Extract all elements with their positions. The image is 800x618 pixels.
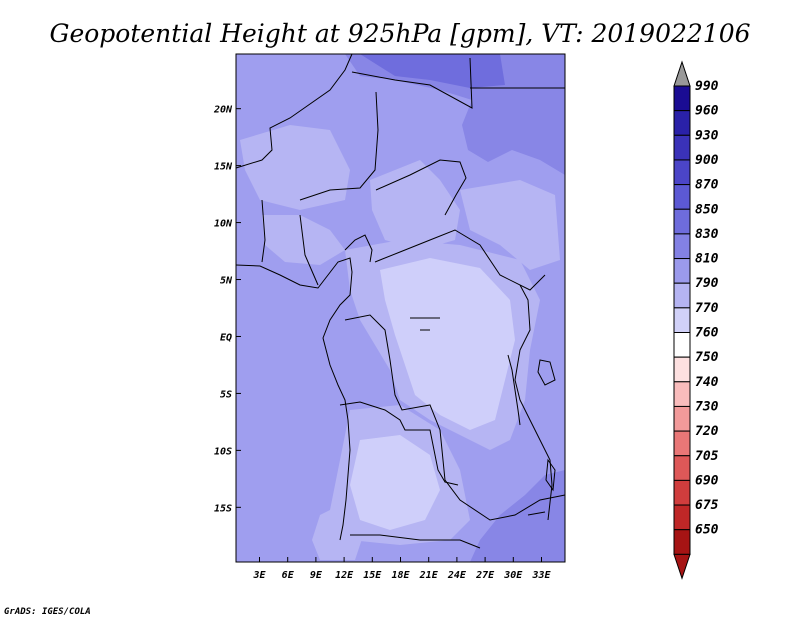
colorbar-label: 760 xyxy=(695,326,719,341)
colorbar-label: 750 xyxy=(695,350,719,365)
y-tick-label: 15N xyxy=(214,162,233,173)
border-congo xyxy=(344,314,566,521)
colorbar-label: 870 xyxy=(695,178,719,193)
border-east xyxy=(514,284,553,521)
colorbar-label: 650 xyxy=(695,523,719,538)
x-tick-label: 27E xyxy=(475,570,495,581)
colorbar-label: 960 xyxy=(695,104,719,119)
colorbar-swatch xyxy=(673,208,691,235)
y-tick-label: 10S xyxy=(214,446,232,457)
x-tick-label: 30E xyxy=(503,570,523,581)
colorbar-label: 770 xyxy=(695,301,719,316)
x-tick-label: 6E xyxy=(282,570,295,581)
colorbar-label: 850 xyxy=(695,202,719,217)
y-axis: 20N 15N 10N 5N EQ 5S 10S 15S xyxy=(213,105,241,514)
coastlines-borders xyxy=(235,53,566,549)
y-tick-label: 15S xyxy=(214,503,232,514)
colorbar-swatch xyxy=(673,430,691,457)
y-tick-label: 20N xyxy=(213,105,233,116)
contour-fill-770-congo xyxy=(380,258,515,430)
colorbar-swatch xyxy=(673,184,691,210)
border-chad xyxy=(375,159,467,216)
colorbar-swatch xyxy=(673,332,691,358)
contour-fill-850-top xyxy=(360,54,505,88)
lake-outline-5 xyxy=(410,317,440,331)
x-tick-label: 12E xyxy=(335,570,354,581)
coastline-west-africa xyxy=(235,257,353,541)
border-angola xyxy=(339,401,459,486)
colorbar-label: 740 xyxy=(695,375,719,390)
y-tick-label: 5N xyxy=(220,276,233,287)
x-tick-label: 9E xyxy=(310,570,323,581)
x-tick-label: 21E xyxy=(419,570,439,581)
colorbar-label: 705 xyxy=(695,449,719,464)
colorbar-swatch xyxy=(673,504,691,531)
colorbar-label: 690 xyxy=(695,473,719,488)
lake-outline-3 xyxy=(545,458,556,492)
x-tick-label: 18E xyxy=(391,570,410,581)
colorbar-extend-bottom xyxy=(673,553,691,580)
y-tick-label: EQ xyxy=(220,332,232,343)
border-nigeria xyxy=(261,199,373,286)
colorbar-swatch xyxy=(673,134,691,161)
contour-fill-830-se xyxy=(470,470,565,562)
colorbar: 990 960 930 900 870 850 830 810 790 770 760 750 740 7… xyxy=(673,60,719,580)
colorbar-label: 730 xyxy=(695,399,719,414)
lake-outline-2 xyxy=(537,359,556,386)
lake-outline-4 xyxy=(527,511,546,516)
colorbar-swatch xyxy=(673,110,691,136)
colorbar-label: 810 xyxy=(695,252,719,267)
map-panel xyxy=(236,54,565,562)
colorbar-swatch xyxy=(673,405,691,432)
colorbar-label: 790 xyxy=(695,276,719,291)
x-tick-label: 24E xyxy=(447,570,467,581)
colorbar-swatch xyxy=(673,479,691,506)
border-sahel xyxy=(299,91,379,201)
contour-fill-830-ne xyxy=(345,54,565,175)
chart-title: Geopotential Height at 925hPa [gpm], VT:… xyxy=(49,19,750,48)
border-north-1 xyxy=(235,53,353,169)
colorbar-swatch xyxy=(673,356,691,383)
contour-fill-790-nw xyxy=(240,125,350,210)
y-tick-label: 10N xyxy=(214,219,233,230)
contour-fill-790-sw xyxy=(312,500,365,560)
colorbar-swatch xyxy=(673,258,691,284)
colorbar-extend-top xyxy=(673,60,691,87)
x-tick-label: 33E xyxy=(531,570,551,581)
x-tick-label: 15E xyxy=(363,570,382,581)
contour-fill-790-ne2 xyxy=(460,180,560,270)
y-tick-label: 5S xyxy=(220,389,232,400)
colorbar-label: 990 xyxy=(695,79,719,94)
colorbar-label: 720 xyxy=(695,424,719,439)
colorbar-swatch xyxy=(673,233,691,260)
border-north-2 xyxy=(351,57,473,109)
colorbar-swatch xyxy=(673,85,691,112)
border-south xyxy=(350,534,481,549)
colorbar-swatch xyxy=(673,282,691,309)
colorbar-label: 830 xyxy=(695,227,719,242)
colorbar-label: 930 xyxy=(695,128,719,143)
colorbar-label: 675 xyxy=(695,498,719,513)
colorbar-swatch xyxy=(673,381,691,407)
colorbar-swatch xyxy=(673,159,691,186)
colorbar-swatch xyxy=(673,455,691,481)
x-axis: 3E 6E 9E 12E 15E 18E 21E 24E 27E 30E 33E xyxy=(252,557,552,581)
grads-credit: GrADS: IGES/COLA xyxy=(4,607,91,617)
border-car xyxy=(374,229,546,291)
colorbar-label: 900 xyxy=(695,153,719,168)
contour-fill-770-s xyxy=(350,435,440,530)
x-tick-label: 3E xyxy=(252,570,266,581)
colorbar-swatch xyxy=(673,529,691,555)
colorbar-swatch xyxy=(673,307,691,334)
lake-outline-1 xyxy=(507,354,521,426)
